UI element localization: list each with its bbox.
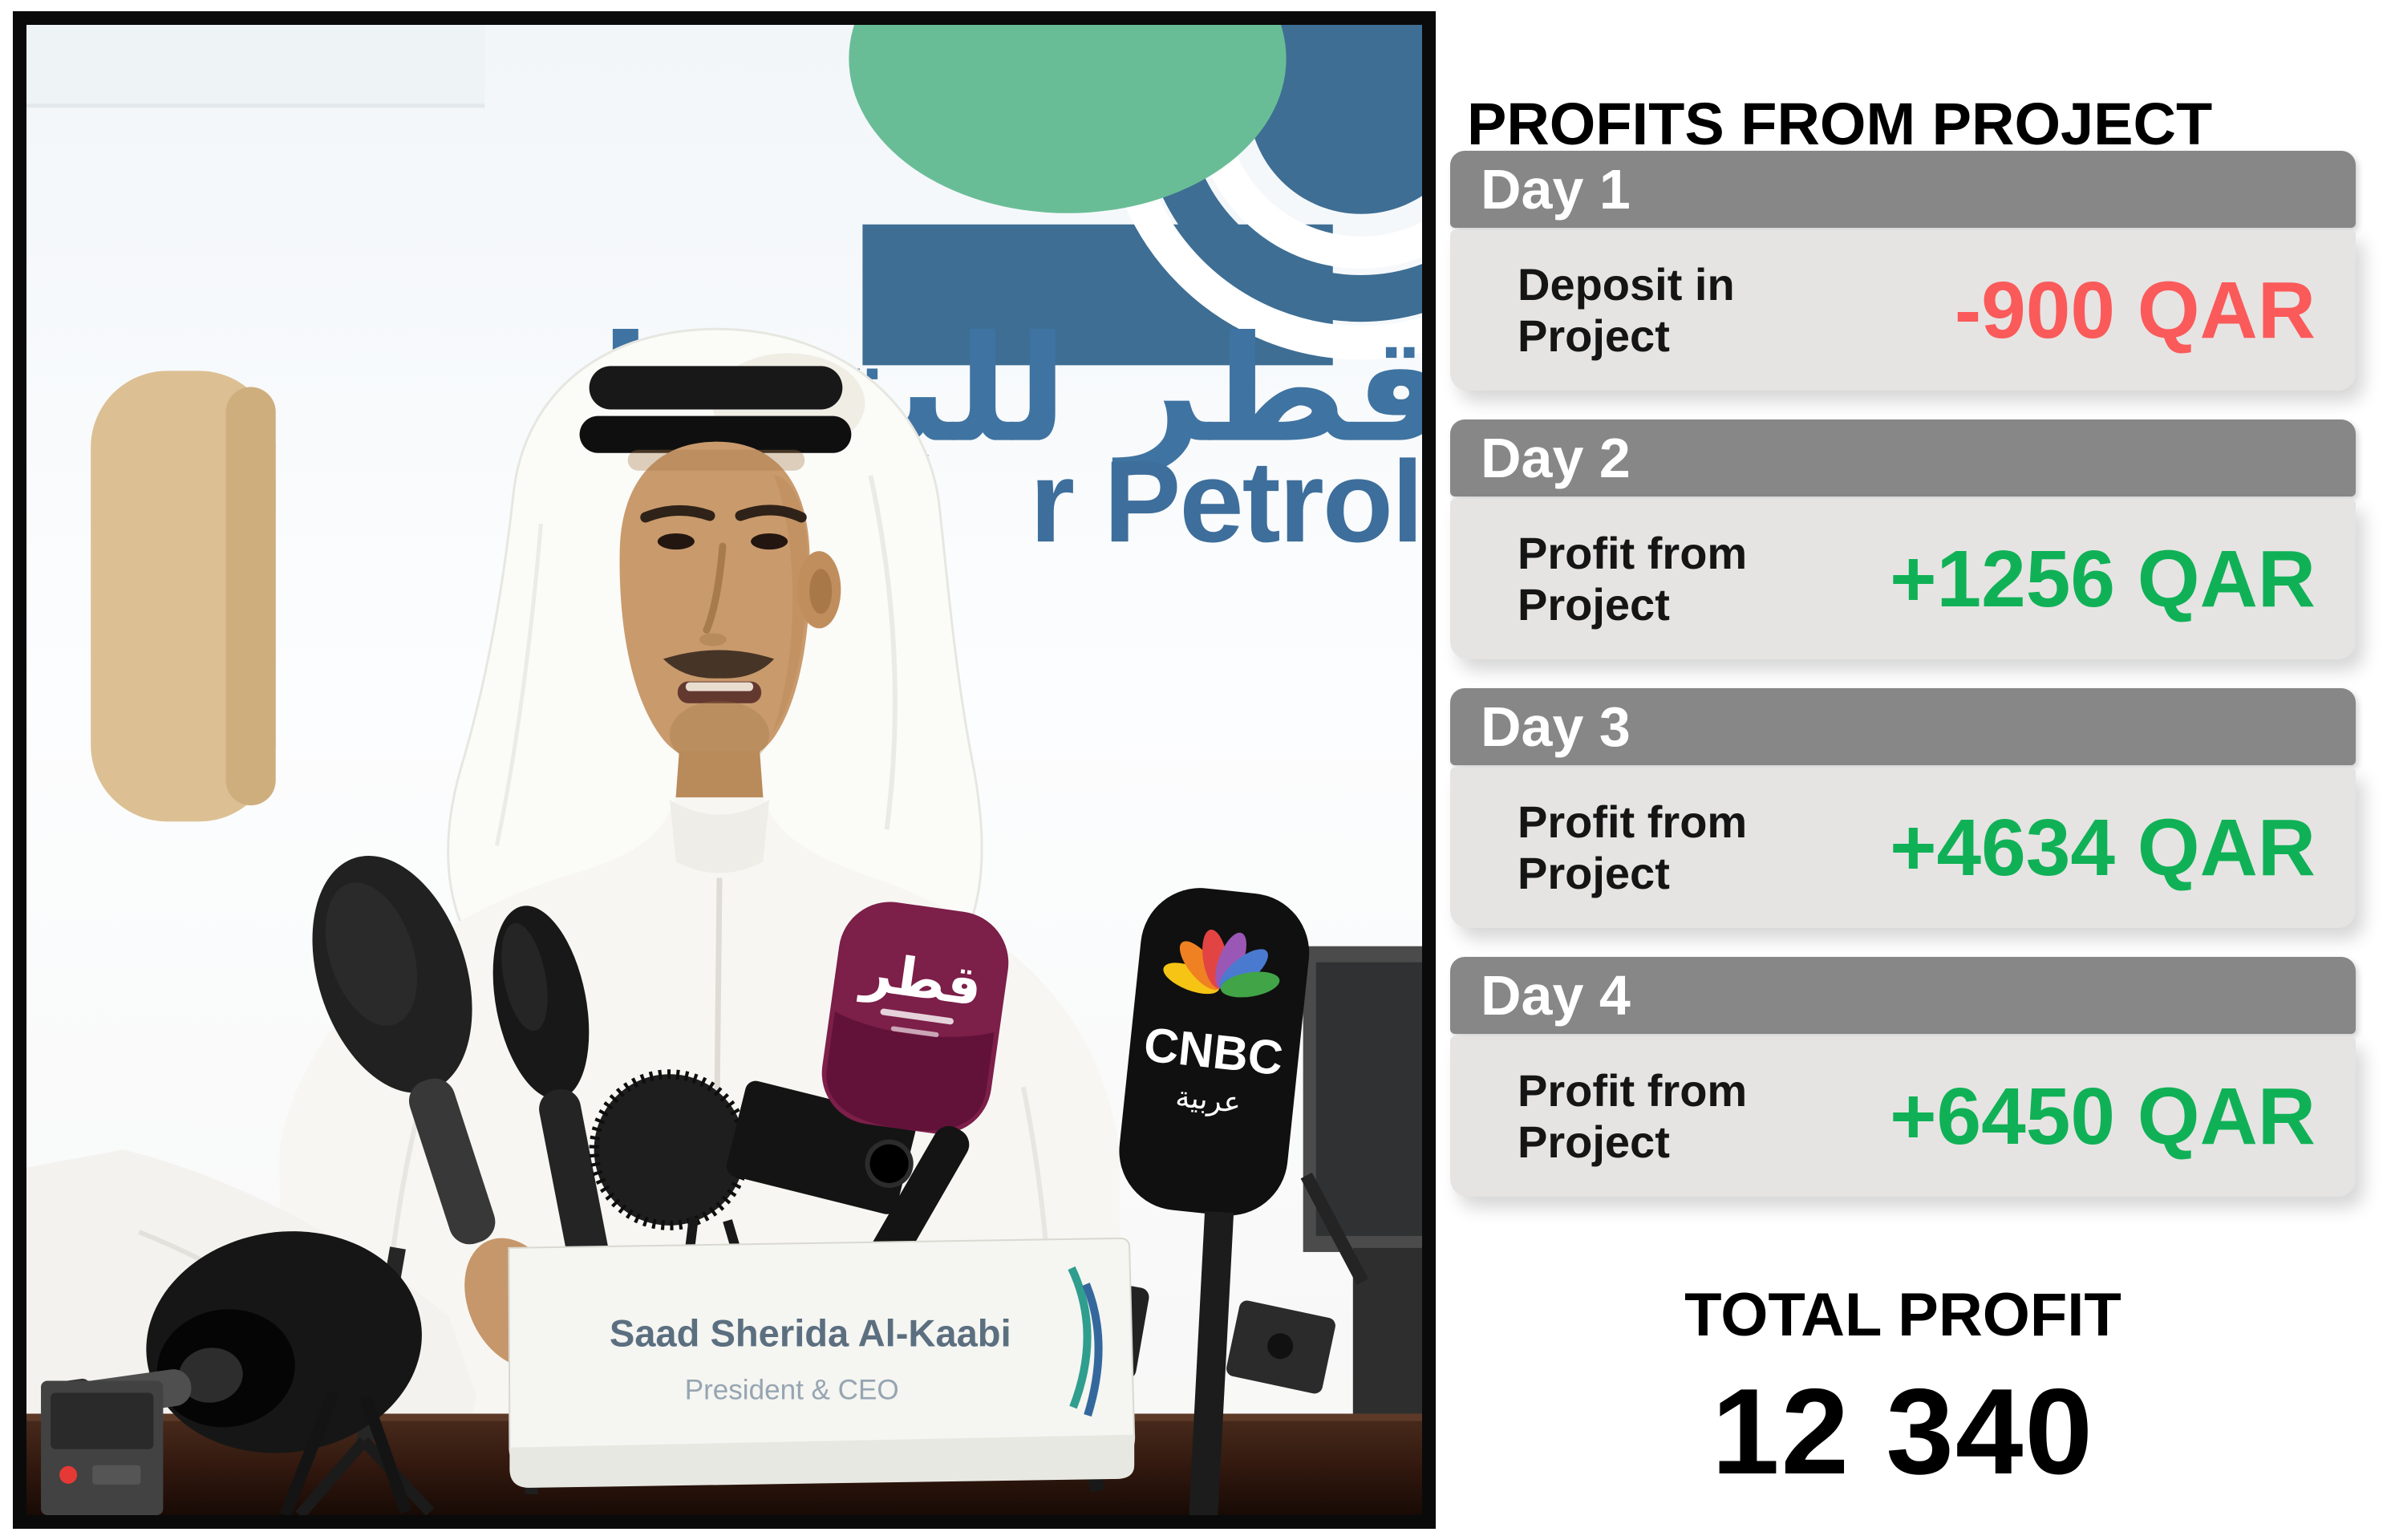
day-2-header: Day 2 (1450, 419, 2356, 496)
press-conference-photo: قطر للبترول r Petrole (13, 11, 1436, 1529)
monitor (1303, 946, 1422, 1414)
microphone-black-1 (312, 856, 496, 1245)
nameplate: Saad Sherida Al-Kaabi President & CEO (508, 1237, 1136, 1488)
day-card-3: Day 3 Profit from Project +4634 QAR (1450, 688, 2356, 928)
qatar-petroleum-logo (849, 25, 1422, 366)
nameplate-title: President & CEO (685, 1375, 899, 1406)
chair (91, 371, 276, 822)
backdrop-english-text: r Petrole (1030, 436, 1422, 566)
day-2-amount: +1256 QAR (1890, 533, 2316, 624)
day-card-2: Day 2 Profit from Project +1256 QAR (1450, 419, 2356, 659)
cnbc-mic-arabic-label: عربية (1174, 1080, 1243, 1120)
day-1-label: Day 1 (1481, 158, 1631, 221)
day-3-description: Profit from Project (1518, 796, 1748, 898)
day-3-amount: +4634 QAR (1890, 802, 2316, 893)
nameplate-leaf-icon (1068, 1266, 1092, 1409)
day-1-header: Day 1 (1450, 151, 2356, 228)
day-4-body: Profit from Project +6450 QAR (1450, 1036, 2356, 1197)
foam-microphone-corner (41, 1231, 422, 1515)
total-profit-label: TOTAL PROFIT (1684, 1281, 2122, 1349)
panel-title: PROFITS FROM PROJECT (1467, 91, 2213, 157)
nameplate-name: Saad Sherida Al-Kaabi (610, 1311, 1011, 1354)
cnbc-microphone: CNBC عربية (1119, 888, 1368, 1515)
day-1-description: Deposit in Project (1518, 259, 1735, 361)
day-2-label: Day 2 (1481, 427, 1631, 489)
day-card-4: Day 4 Profit from Project +6450 QAR (1450, 957, 2356, 1197)
day-1-body: Deposit in Project -900 QAR (1450, 230, 2356, 391)
day-4-description: Profit from Project (1518, 1065, 1748, 1167)
total-profit-value: 12 340 (1712, 1364, 2094, 1500)
day-4-header: Day 4 (1450, 957, 2356, 1034)
nbc-peacock-icon (1163, 930, 1280, 998)
day-1-amount: -900 QAR (1954, 265, 2316, 355)
photo-scene: قطر للبترول r Petrole (26, 25, 1422, 1515)
day-3-header: Day 3 (1450, 688, 2356, 765)
day-3-label: Day 3 (1481, 695, 1631, 758)
agal-band (589, 366, 843, 410)
recorder-led (59, 1465, 78, 1484)
day-cards: Day 1 Deposit in Project -900 QAR Day 2 … (1450, 151, 2356, 1226)
day-2-body: Profit from Project +1256 QAR (1450, 499, 2356, 659)
day-card-1: Day 1 Deposit in Project -900 QAR (1450, 151, 2356, 391)
day-2-description: Profit from Project (1518, 528, 1748, 630)
day-4-amount: +6450 QAR (1890, 1071, 2316, 1161)
day-4-label: Day 4 (1481, 964, 1631, 1027)
day-3-body: Profit from Project +4634 QAR (1450, 768, 2356, 928)
